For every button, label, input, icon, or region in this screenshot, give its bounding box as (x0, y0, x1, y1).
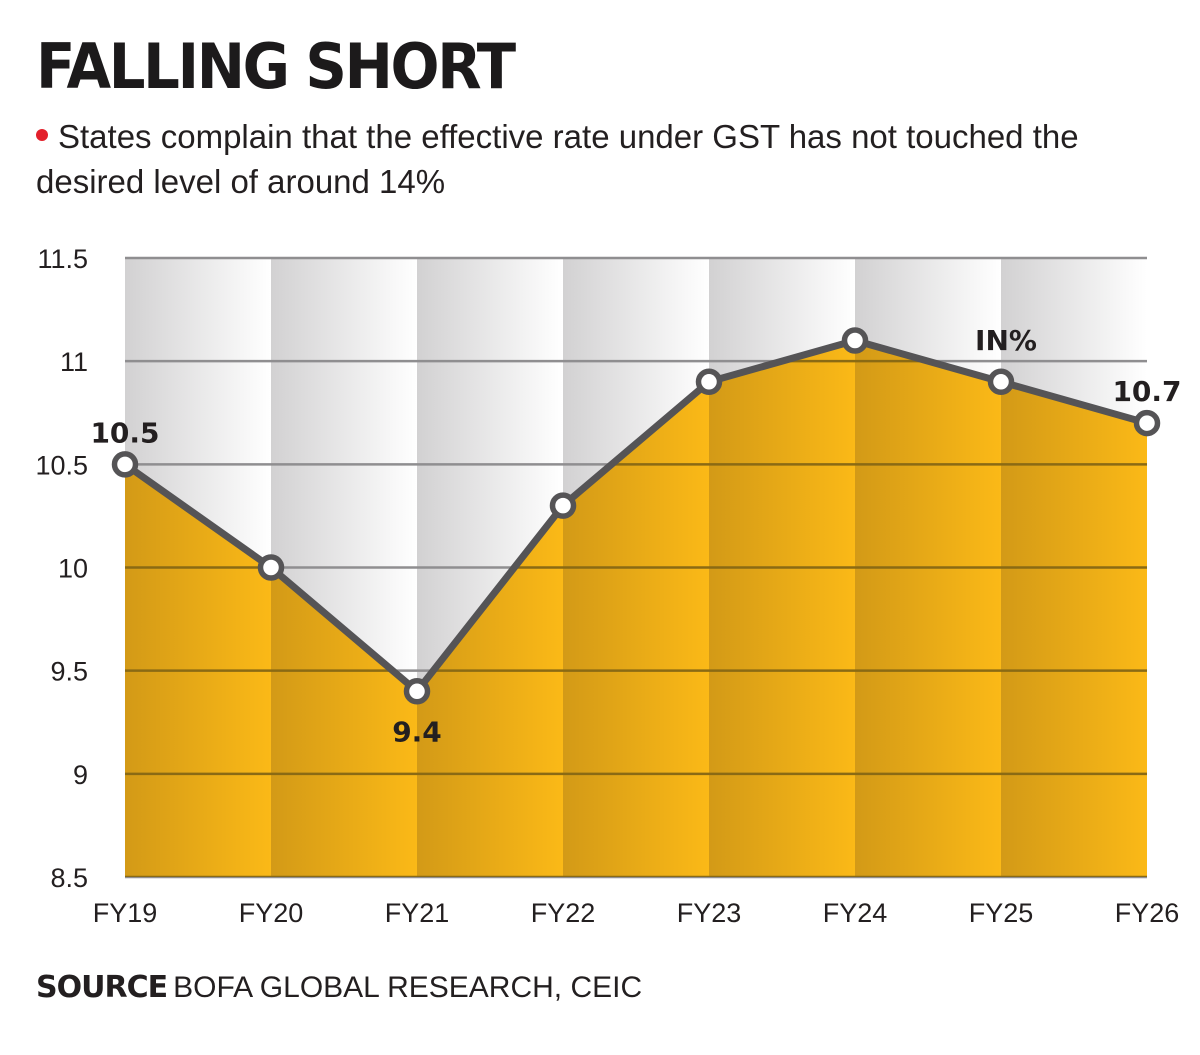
data-point (257, 554, 285, 581)
data-point (987, 368, 1015, 396)
data-labels: 10.5 9.4 10.7 IN% (90, 324, 1181, 749)
x-tick-label: FY21 (385, 898, 450, 928)
x-tick-label: FY26 (1115, 898, 1180, 928)
x-tick-label: FY22 (531, 898, 596, 928)
data-label: 10.5 (90, 416, 159, 449)
x-tick-label: FY19 (93, 898, 158, 928)
x-axis: FY19 FY20 FY21 FY22 FY23 FY24 FY25 FY26 (93, 898, 1180, 928)
fill-band (855, 340, 1001, 877)
data-points (111, 327, 1161, 705)
series-line (122, 337, 1148, 695)
subtitle-text: States complain that the effective rate … (36, 118, 1079, 200)
source-label: SOURCE (36, 970, 168, 1005)
data-point (403, 678, 431, 705)
y-axis: 8.5 9 9.5 10 10.5 11 11.5 (35, 244, 88, 893)
source-note: SOURCE BOFA GLOBAL RESEARCH, CEIC (36, 970, 642, 1005)
unit-annotation: IN% (975, 324, 1037, 357)
chart-title: FALLING SHORT (36, 30, 516, 103)
y-tick-label: 9 (73, 760, 88, 790)
x-tick-label: FY23 (677, 898, 742, 928)
fill-band (1001, 340, 1147, 877)
data-point (1133, 409, 1161, 437)
y-tick-label: 11 (60, 347, 88, 377)
x-tick-label: FY20 (239, 898, 304, 928)
y-tick-label: 11.5 (37, 244, 88, 274)
data-label: 9.4 (392, 715, 442, 748)
y-tick-label: 10.5 (35, 450, 88, 480)
data-point (695, 368, 723, 396)
data-point (549, 492, 577, 519)
data-point (111, 451, 139, 478)
y-tick-label: 8.5 (50, 863, 88, 893)
x-tick-label: FY24 (823, 898, 888, 928)
y-tick-label: 9.5 (50, 657, 88, 687)
source-text: BOFA GLOBAL RESEARCH, CEIC (173, 971, 643, 1004)
chart-subtitle: States complain that the effective rate … (36, 114, 1156, 204)
fill-band (709, 340, 855, 877)
data-point (841, 327, 869, 354)
x-tick-label: FY25 (969, 898, 1034, 928)
data-label: 10.7 (1112, 375, 1181, 408)
bullet-icon (36, 129, 48, 142)
y-tick-label: 10 (58, 554, 88, 584)
